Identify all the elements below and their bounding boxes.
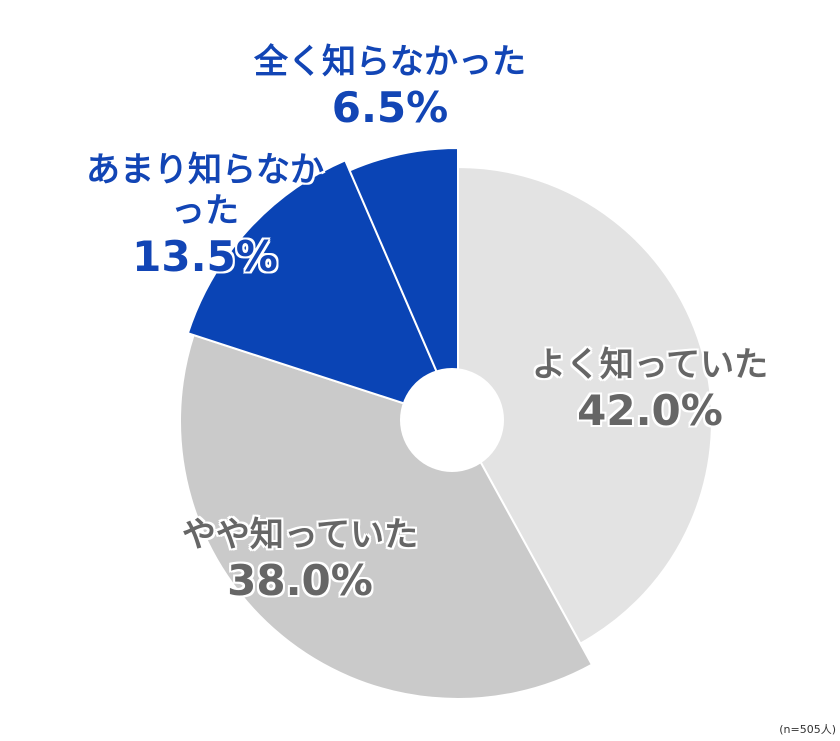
- category-label: よく知っていた: [531, 345, 769, 385]
- value-label: 6.5%: [331, 82, 449, 132]
- category-label: あまり知らなかった: [86, 150, 324, 231]
- category-label: 全く知らなかった: [254, 42, 526, 82]
- pie-slice: [186, 159, 460, 423]
- sample-note: (n=505人): [779, 723, 836, 736]
- category-label: やや知っていた: [181, 515, 419, 555]
- slice-label: あまり知らなかった 13.5%: [70, 150, 340, 282]
- slice-label: やや知っていた 38.0%: [150, 515, 450, 606]
- value-label: 42.0%: [577, 385, 723, 435]
- slice-label: 全く知らなかった 6.5%: [200, 42, 580, 133]
- pie-slice: [179, 333, 594, 700]
- donut-hole: [400, 368, 504, 472]
- value-label: 38.0%: [227, 555, 373, 605]
- pie-slice: [457, 165, 713, 645]
- pie-slice: [348, 146, 459, 422]
- slice-label: よく知っていた 42.0%: [510, 345, 790, 436]
- value-label: 13.5%: [132, 231, 278, 281]
